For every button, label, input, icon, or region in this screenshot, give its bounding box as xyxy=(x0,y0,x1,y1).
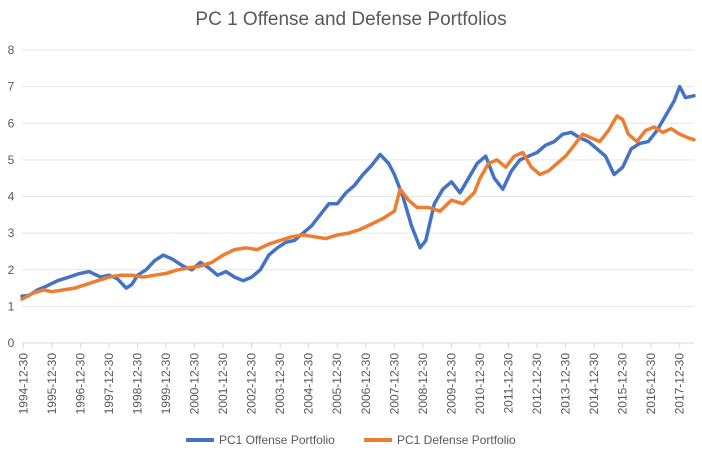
y-tick-label: 3 xyxy=(8,226,15,240)
series-lines xyxy=(20,84,696,301)
x-axis-ticks: 1994-12-30 1995-12-30 1996-12-30 1997-12-30… xyxy=(16,343,687,415)
y-tick-label: 2 xyxy=(8,263,15,277)
x-tick-label: 2006-12-30 xyxy=(359,353,373,415)
y-tick-label: 1 xyxy=(8,299,15,313)
x-tick-label: 2012-12-30 xyxy=(530,353,544,415)
x-tick-label: 2002-12-30 xyxy=(245,353,259,415)
series-line-defense xyxy=(20,114,696,301)
x-tick-label: 2009-12-30 xyxy=(444,353,458,415)
x-tick-label: 2005-12-30 xyxy=(330,353,344,415)
x-tick-label: 1995-12-30 xyxy=(45,353,59,415)
x-tick-label: 2014-12-30 xyxy=(587,353,601,415)
x-tick-label: 2007-12-30 xyxy=(387,353,401,415)
x-tick-label: 2011-12-30 xyxy=(501,353,515,414)
x-tick-label: 2016-12-30 xyxy=(644,353,658,415)
y-axis-ticks: 0 1 2 3 4 5 6 7 8 xyxy=(8,43,15,350)
x-tick-label: 2001-12-30 xyxy=(216,353,230,415)
x-tick-label: 2003-12-30 xyxy=(273,353,287,415)
x-tick-label: 2000-12-30 xyxy=(188,353,202,415)
chart-title: PC 1 Offense and Defense Portfolios xyxy=(195,9,506,30)
x-tick-label: 2015-12-30 xyxy=(616,353,630,415)
x-tick-label: 1997-12-30 xyxy=(102,353,116,415)
y-tick-label: 7 xyxy=(8,80,15,94)
legend: PC1 Offense Portfolio PC1 Defense Portfol… xyxy=(186,433,516,447)
y-tick-label: 0 xyxy=(8,336,15,350)
y-tick-label: 4 xyxy=(8,190,15,204)
y-tick-label: 8 xyxy=(8,43,15,57)
x-tick-label: 1996-12-30 xyxy=(73,353,87,415)
x-tick-label: 2008-12-30 xyxy=(416,353,430,415)
y-tick-label: 6 xyxy=(8,116,15,130)
x-tick-label: 1998-12-30 xyxy=(130,353,144,415)
x-tick-label: 2013-12-30 xyxy=(559,353,573,415)
x-tick-label: 1994-12-30 xyxy=(16,353,30,415)
x-tick-label: 2010-12-30 xyxy=(473,353,487,415)
y-tick-label: 5 xyxy=(8,153,15,167)
x-tick-label: 2004-12-30 xyxy=(302,353,316,415)
x-tick-label: 1999-12-30 xyxy=(159,353,173,415)
legend-label: PC1 Defense Portfolio xyxy=(397,433,516,447)
series-line-offense xyxy=(20,84,696,298)
legend-label: PC1 Offense Portfolio xyxy=(219,433,335,447)
gridlines xyxy=(22,49,694,344)
x-tick-label: 2017-12-30 xyxy=(673,353,687,415)
